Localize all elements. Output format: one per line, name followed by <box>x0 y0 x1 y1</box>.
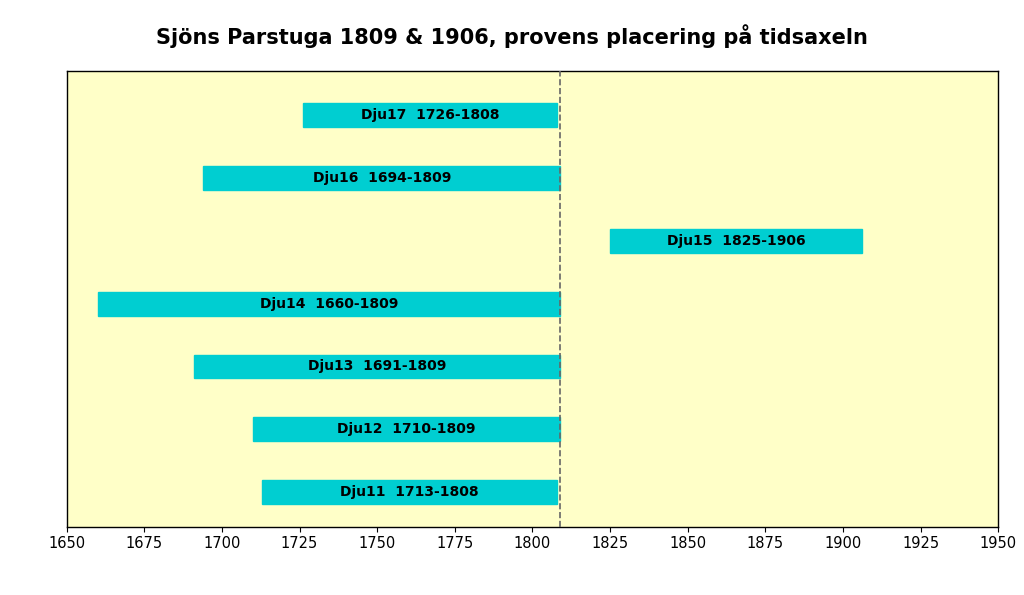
Text: Dju15  1825-1906: Dju15 1825-1906 <box>667 234 805 248</box>
Bar <box>203 166 560 190</box>
Text: Dju12  1710-1809: Dju12 1710-1809 <box>338 422 476 436</box>
Text: Dju16  1694-1809: Dju16 1694-1809 <box>312 171 451 185</box>
Bar <box>610 229 862 253</box>
Text: Dju11  1713-1808: Dju11 1713-1808 <box>340 485 479 499</box>
Bar <box>262 480 557 504</box>
Bar <box>97 292 560 315</box>
Text: Dju17  1726-1808: Dju17 1726-1808 <box>360 108 500 123</box>
Bar <box>253 417 560 441</box>
Text: Dju13  1691-1809: Dju13 1691-1809 <box>308 359 446 374</box>
Bar <box>303 104 557 127</box>
Text: Sjöns Parstuga 1809 & 1906, provens placering på tidsaxeln: Sjöns Parstuga 1809 & 1906, provens plac… <box>156 24 868 48</box>
Text: Dju14  1660-1809: Dju14 1660-1809 <box>260 297 398 311</box>
Bar <box>194 355 560 378</box>
